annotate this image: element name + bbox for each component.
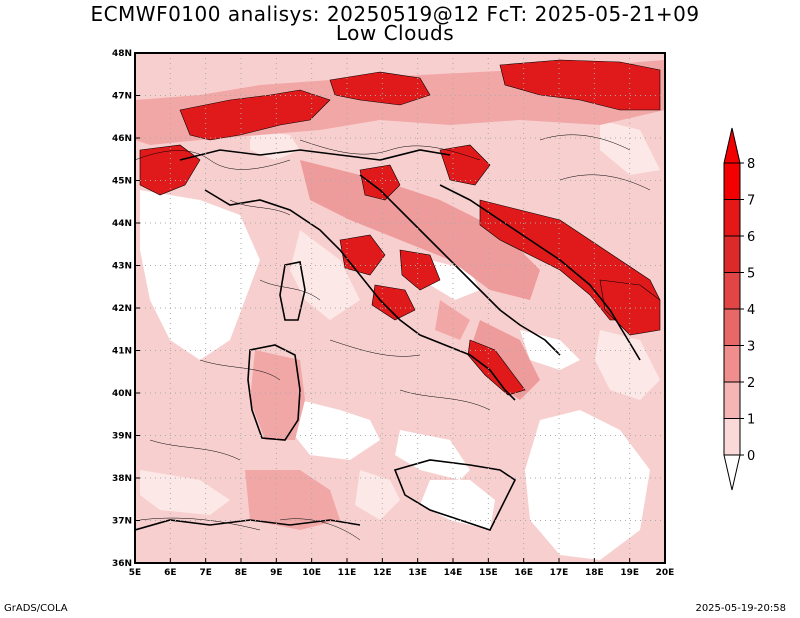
colorbar-label: 3	[747, 340, 755, 355]
lon-tick-label: 15E	[479, 568, 498, 578]
colorbar-label: 6	[747, 230, 755, 245]
map-subtitle: Low Clouds	[335, 21, 455, 45]
lon-tick-label: 17E	[550, 568, 569, 578]
colorbar-swatch	[723, 381, 741, 419]
colorbar-label: 4	[747, 303, 755, 318]
map-title: ECMWF0100 analisys: 20250519@12 FcT: 202…	[90, 2, 700, 26]
lat-tick-label: 38N	[112, 474, 132, 484]
colorbar: 0 1 2 3 4 5 6 7 8	[723, 127, 755, 491]
lon-tick-label: 5E	[129, 568, 141, 578]
lon-tick-label: 9E	[270, 568, 282, 578]
lat-tick-label: 41N	[112, 347, 132, 357]
footer-credit: GrADS/COLA	[4, 603, 68, 614]
colorbar-label: 1	[747, 413, 755, 428]
graticule	[135, 53, 665, 563]
cloud-contours	[135, 134, 651, 541]
lon-tick-label: 7E	[199, 568, 211, 578]
lon-tick-label: 19E	[620, 568, 639, 578]
colorbar-swatch	[723, 235, 741, 273]
colorbar-swatch	[723, 272, 741, 310]
colorbar-swatch	[723, 418, 741, 456]
colorbar-swatch	[723, 308, 741, 346]
lon-tick-label: 18E	[585, 568, 604, 578]
colorbar-label: 8	[747, 157, 755, 172]
lat-tick-label: 36N	[112, 559, 132, 569]
latitude-axis: 36N 37N 38N 39N 40N 41N 42N 43N 44N 45N 46N 47N 48N	[112, 49, 140, 569]
lat-tick-label: 45N	[112, 177, 132, 187]
lon-tick-label: 20E	[656, 568, 675, 578]
lat-tick-label: 39N	[112, 432, 132, 442]
lon-tick-label: 6E	[164, 568, 176, 578]
lat-tick-label: 40N	[112, 389, 132, 399]
colorbar-swatch	[723, 199, 741, 237]
colorbar-swatch	[723, 345, 741, 383]
colorbar-min-arrow	[723, 454, 741, 491]
colorbar-swatch	[723, 162, 741, 200]
lat-tick-label: 42N	[112, 304, 132, 314]
colorbar-label: 7	[747, 194, 755, 209]
colorbar-label: 0	[747, 449, 755, 464]
lon-tick-label: 8E	[235, 568, 247, 578]
longitude-axis: 5E 6E 7E 8E 9E 10E 11E 12E 13E 14E 15E 16E 17E 18E 19E…	[129, 558, 675, 578]
lat-tick-label: 44N	[112, 219, 132, 229]
footer-timestamp: 2025-05-19-20:58	[695, 603, 786, 614]
lat-tick-label: 46N	[112, 134, 132, 144]
lon-tick-label: 13E	[408, 568, 427, 578]
lat-tick-label: 43N	[112, 262, 132, 272]
lon-tick-label: 11E	[338, 568, 357, 578]
colorbar-label: 2	[747, 376, 755, 391]
colorbar-max-arrow	[723, 127, 741, 164]
lon-tick-label: 14E	[444, 568, 463, 578]
lon-tick-label: 12E	[373, 568, 392, 578]
lat-tick-label: 47N	[112, 92, 132, 102]
heavy-cloud-cores	[139, 59, 661, 396]
lat-tick-label: 48N	[112, 49, 132, 59]
lon-tick-label: 10E	[302, 568, 321, 578]
lon-tick-label: 16E	[514, 568, 533, 578]
lat-tick-label: 37N	[112, 517, 132, 527]
colorbar-label: 5	[747, 267, 755, 282]
